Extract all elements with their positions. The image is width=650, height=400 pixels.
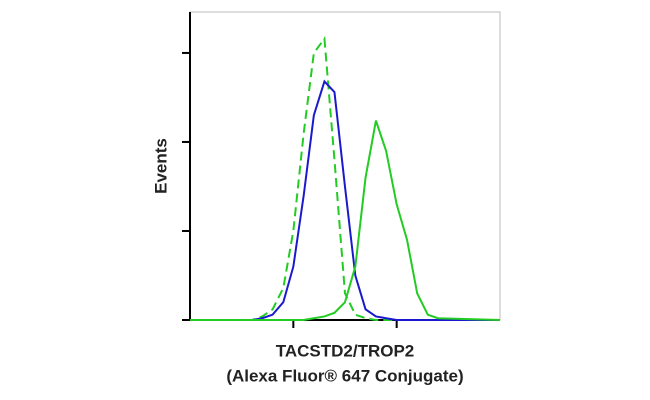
plot-frame — [189, 11, 501, 321]
x-axis-label: TACSTD2/TROP2 — [276, 341, 415, 360]
histogram-line — [190, 79, 500, 321]
y-axis-label: Events — [151, 138, 170, 194]
histogram-line — [190, 120, 501, 321]
x-axis-label-2: (Alexa Fluor® 647 Conjugate) — [226, 366, 463, 385]
